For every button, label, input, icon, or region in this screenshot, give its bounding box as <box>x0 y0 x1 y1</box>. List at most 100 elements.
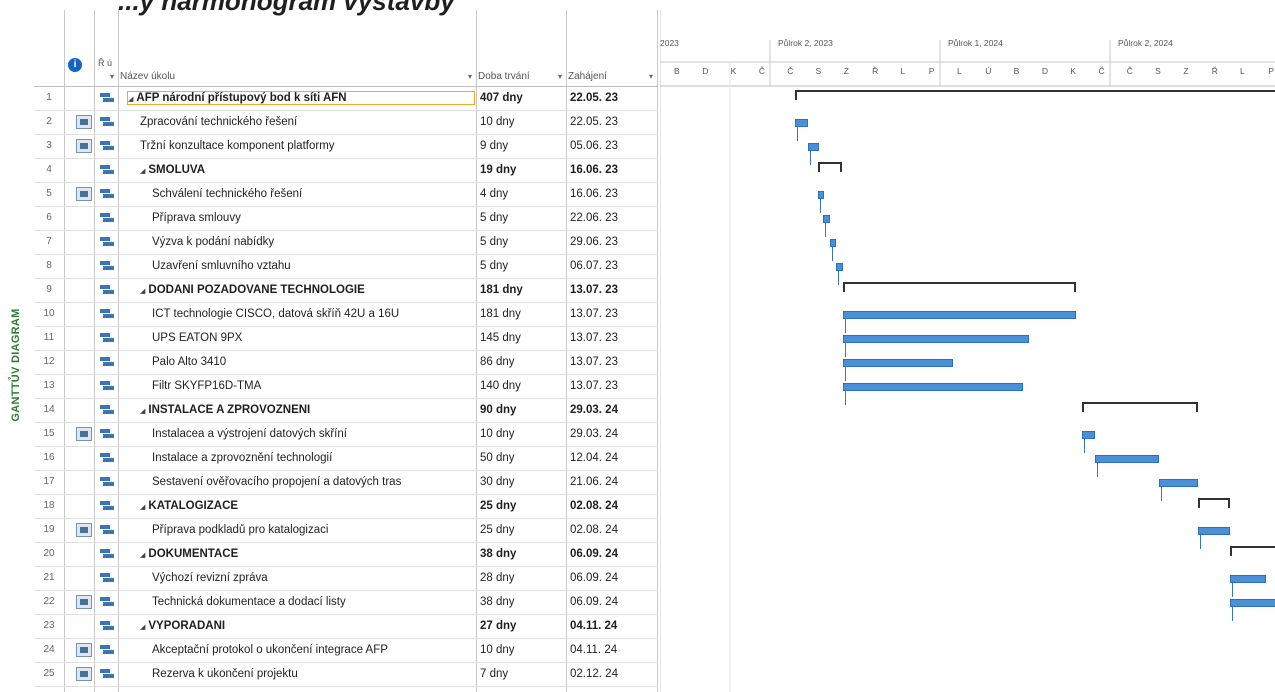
task-duration[interactable]: 90 dny <box>480 404 517 416</box>
task-start[interactable]: 05.06. 23 <box>570 140 618 152</box>
table-row[interactable]: 23 ◢ VYPOŘÁDÁNÍ 27 dny 04.11. 24 <box>34 615 658 639</box>
table-row[interactable]: 11 UPS EATON 9PX 145 dny 13.07. 23 <box>34 327 658 351</box>
table-row[interactable]: 18 ◢ KATALOGIZACE 25 dny 02.08. 24 <box>34 495 658 519</box>
task-name[interactable]: ◢ SMOLUVA <box>140 164 474 176</box>
row-number[interactable]: 4 <box>46 164 52 175</box>
task-bar[interactable] <box>1081 431 1095 439</box>
task-duration[interactable]: 50 dny <box>480 452 515 464</box>
task-start[interactable]: 06.09. 24 <box>570 572 618 584</box>
task-start[interactable]: 22.06. 23 <box>570 212 618 224</box>
task-name[interactable]: Zpracování technického řešení <box>140 116 474 128</box>
table-row[interactable]: 3 Tržní konzultace komponent platformy 9 d… <box>34 135 658 159</box>
task-name[interactable]: ◢ AFP národní přístupový bod k síti AFN <box>127 91 475 105</box>
collapse-icon[interactable]: ◢ <box>140 624 146 631</box>
task-name[interactable]: Příprava smlouvy <box>152 212 474 224</box>
notes-indicator-icon[interactable] <box>76 523 92 537</box>
table-row[interactable]: 24 Akceptační protokol o ukončení integra… <box>34 639 658 663</box>
table-row[interactable]: 13 Filtr SKYFP16D-TMA 140 dny 13.07. 23 <box>34 375 658 399</box>
row-number[interactable]: 6 <box>46 212 52 223</box>
notes-indicator-icon[interactable] <box>76 187 92 201</box>
header-task-name[interactable]: Název úkolu ▾ <box>118 54 476 86</box>
row-number[interactable]: 15 <box>43 428 55 439</box>
table-row[interactable]: 15 Instalacea a výstrojení datových skřín… <box>34 423 658 447</box>
row-number[interactable]: 19 <box>43 524 55 535</box>
task-name[interactable]: Palo Alto 3410 <box>152 356 474 368</box>
row-number[interactable]: 11 <box>43 332 55 343</box>
row-number[interactable]: 7 <box>46 236 52 247</box>
task-bar[interactable] <box>842 359 954 367</box>
table-row[interactable]: 4 ◢ SMOLUVA 19 dny 16.06. 23 <box>34 159 658 183</box>
table-row[interactable]: 10 ICT technologie CISCO, datová skříň 42… <box>34 303 658 327</box>
task-start[interactable]: 29.03. 24 <box>570 404 618 416</box>
row-number[interactable]: 25 <box>43 668 55 679</box>
task-duration[interactable]: 10 dny <box>480 428 515 440</box>
header-start[interactable]: Zahájení ▾ <box>566 54 657 86</box>
table-row[interactable]: 22 Technická dokumentace a dodací listy 38… <box>34 591 658 615</box>
chevron-down-icon[interactable]: ▾ <box>648 72 653 81</box>
notes-indicator-icon[interactable] <box>76 115 92 129</box>
row-number[interactable]: 14 <box>43 404 55 415</box>
task-name[interactable]: ICT technologie CISCO, datová skříň 42U … <box>152 308 474 320</box>
row-number[interactable]: 20 <box>43 548 55 559</box>
task-bar[interactable] <box>794 119 808 127</box>
row-number[interactable]: 24 <box>43 644 55 655</box>
task-duration[interactable]: 407 dny <box>480 92 523 104</box>
collapse-icon[interactable]: ◢ <box>140 288 146 295</box>
task-name[interactable]: Filtr SKYFP16D-TMA <box>152 380 474 392</box>
task-name[interactable]: Rezerva k ukončení projektu <box>152 668 474 680</box>
summary-bar[interactable] <box>1229 546 1275 556</box>
header-task-mode[interactable]: Ř ú ▾ <box>94 54 118 86</box>
table-row[interactable]: 1 ◢ AFP národní přístupový bod k síti AFN 4… <box>34 87 658 111</box>
table-row[interactable]: 19 Příprava podkladů pro katalogizaci 25 d… <box>34 519 658 543</box>
row-number[interactable]: 17 <box>43 476 55 487</box>
task-bar[interactable] <box>836 263 843 271</box>
task-start[interactable]: 13.07. 23 <box>570 356 618 368</box>
table-row[interactable]: 7 Výzva k podání nabídky 5 dny 29.06. 23 <box>34 231 658 255</box>
task-duration[interactable]: 181 dny <box>480 308 521 320</box>
task-name[interactable]: ◢ DOKUMENTACE <box>140 548 474 560</box>
chevron-down-icon[interactable]: ▾ <box>557 72 562 81</box>
task-name[interactable]: Instalace a zprovoznění technologií <box>152 452 474 464</box>
summary-bar[interactable] <box>794 90 1275 100</box>
table-row[interactable]: 17 Sestavení ověřovacího propojení a dato… <box>34 471 658 495</box>
task-start[interactable]: 13.07. 23 <box>570 380 618 392</box>
task-bar[interactable] <box>807 143 820 151</box>
task-duration[interactable]: 181 dny <box>480 284 523 296</box>
row-number[interactable]: 18 <box>43 500 55 511</box>
task-duration[interactable]: 140 dny <box>480 380 521 392</box>
task-duration[interactable]: 5 dny <box>480 236 509 248</box>
task-start[interactable]: 29.06. 23 <box>570 236 618 248</box>
table-row[interactable]: 2 Zpracování technického řešení 10 dny 22.0… <box>34 111 658 135</box>
task-duration[interactable]: 30 dny <box>480 476 515 488</box>
task-name[interactable]: ◢ VYPOŘÁDÁNÍ <box>140 620 474 632</box>
summary-bar[interactable] <box>1197 498 1231 508</box>
header-duration[interactable]: Doba trvání ▾ <box>476 54 566 86</box>
task-name[interactable]: Tržní konzultace komponent platformy <box>140 140 474 152</box>
task-name[interactable]: Příprava podkladů pro katalogizaci <box>152 524 474 536</box>
task-name[interactable]: Sestavení ověřovacího propojení a datový… <box>152 476 474 488</box>
task-start[interactable]: 16.06. 23 <box>570 188 618 200</box>
task-name[interactable]: ◢ DODÁNÍ POŽADOVANÉ TECHNOLOGIE <box>140 284 474 296</box>
notes-indicator-icon[interactable] <box>76 667 92 681</box>
row-number[interactable]: 21 <box>43 572 55 583</box>
task-duration[interactable]: 28 dny <box>480 572 515 584</box>
task-duration[interactable]: 145 dny <box>480 332 521 344</box>
notes-indicator-icon[interactable] <box>76 595 92 609</box>
task-start[interactable]: 06.09. 24 <box>570 596 618 608</box>
task-duration[interactable]: 9 dny <box>480 140 509 152</box>
task-start[interactable]: 21.06. 24 <box>570 476 618 488</box>
task-start[interactable]: 06.09. 24 <box>570 548 618 560</box>
task-name[interactable]: Uzavření smluvního vztahu <box>152 260 474 272</box>
task-bar[interactable] <box>1159 479 1198 487</box>
header-indicators[interactable]: i <box>64 54 94 86</box>
task-start[interactable]: 13.07. 23 <box>570 332 618 344</box>
row-number[interactable]: 1 <box>46 92 52 103</box>
task-duration[interactable]: 38 dny <box>480 596 515 608</box>
task-bar[interactable] <box>842 383 1023 391</box>
task-bar[interactable] <box>842 335 1030 343</box>
table-row[interactable]: 9 ◢ DODÁNÍ POŽADOVANÉ TECHNOLOGIE 181 dny 13… <box>34 279 658 303</box>
task-bar[interactable] <box>823 215 830 223</box>
row-number[interactable]: 5 <box>46 188 52 199</box>
task-start[interactable]: 02.12. 24 <box>570 668 618 680</box>
task-name[interactable]: Výchozí revizní zpráva <box>152 572 474 584</box>
